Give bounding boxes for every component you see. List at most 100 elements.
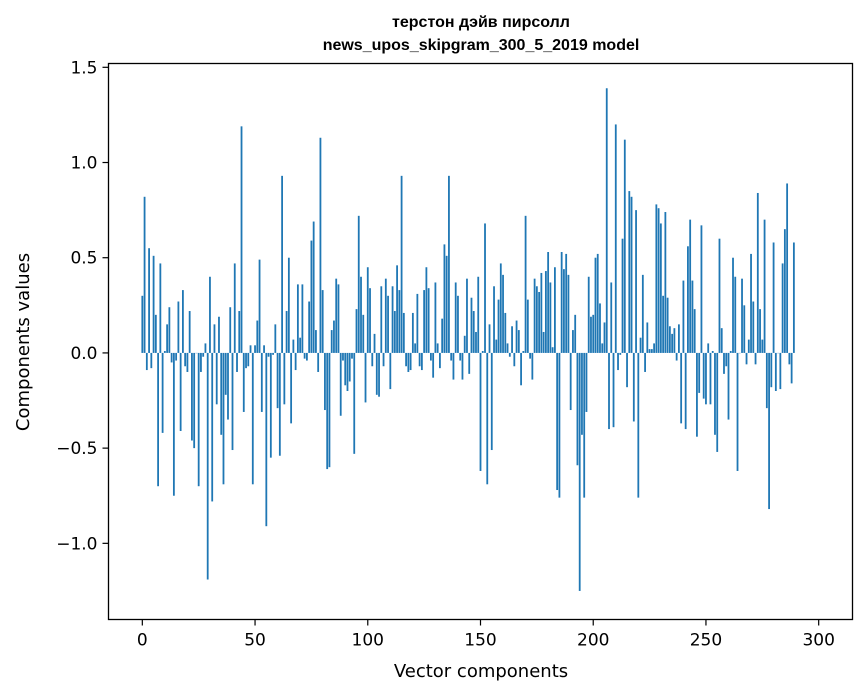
bar <box>310 240 313 353</box>
bar <box>434 282 437 353</box>
bar <box>535 286 538 353</box>
bar <box>538 291 541 353</box>
bar <box>254 345 256 353</box>
bar <box>445 255 448 353</box>
bar <box>556 352 559 491</box>
bar <box>655 204 658 353</box>
bar <box>788 352 791 365</box>
x-tick-label: 300 <box>802 631 834 651</box>
bar <box>398 290 401 353</box>
bar <box>763 219 766 353</box>
bar <box>612 352 615 428</box>
bar <box>197 352 200 487</box>
bar <box>463 335 466 353</box>
bar <box>470 297 473 353</box>
bar <box>587 276 590 353</box>
bar <box>366 267 369 353</box>
bar <box>258 259 261 353</box>
bar <box>402 312 405 353</box>
bar <box>621 238 624 353</box>
bar <box>405 352 407 367</box>
bar <box>499 263 502 353</box>
bar <box>578 352 581 591</box>
bar <box>542 331 545 353</box>
bar <box>641 274 644 353</box>
bar <box>247 352 250 367</box>
bar <box>290 352 293 424</box>
bar <box>188 311 191 353</box>
bar <box>159 263 162 353</box>
bar <box>339 352 342 416</box>
bar <box>554 267 556 353</box>
bar <box>558 352 561 498</box>
bar <box>596 253 599 353</box>
bar <box>389 352 392 390</box>
bar <box>585 352 588 412</box>
bar <box>619 352 622 355</box>
bar <box>466 278 468 353</box>
y-tick-label: 1.0 <box>70 154 97 174</box>
bar <box>215 352 218 405</box>
bar <box>360 276 362 353</box>
bar <box>299 337 302 353</box>
bar <box>157 352 159 487</box>
bar <box>792 242 795 353</box>
bar <box>592 314 595 353</box>
bar <box>330 330 333 353</box>
bar <box>513 352 516 367</box>
bar <box>754 352 757 365</box>
bar <box>678 324 680 353</box>
bar <box>263 345 265 353</box>
x-tick-label: 150 <box>464 631 496 651</box>
bar <box>281 175 283 353</box>
bar <box>745 352 748 365</box>
bar <box>736 352 739 471</box>
bar <box>416 293 419 353</box>
bar <box>206 352 209 580</box>
bar <box>191 352 193 441</box>
bar <box>224 352 227 395</box>
y-tick-label: −0.5 <box>56 439 97 459</box>
bar <box>524 215 527 353</box>
bar <box>319 137 322 353</box>
bar <box>741 278 743 353</box>
bar <box>526 299 529 353</box>
bar <box>145 352 148 371</box>
bar <box>213 324 216 353</box>
bar <box>312 221 315 353</box>
bar <box>549 282 552 353</box>
bar <box>743 305 746 353</box>
bar <box>522 351 525 353</box>
bar <box>520 352 522 386</box>
bar <box>251 352 254 485</box>
bar <box>407 352 410 372</box>
bar <box>233 263 236 353</box>
bar <box>177 301 180 353</box>
x-axis-label: Vector components <box>394 661 568 682</box>
bar <box>650 349 653 353</box>
bar <box>560 252 563 353</box>
y-axis-ticks: −1.0 −0.5 0.0 0.5 1.0 1.5 <box>56 58 109 554</box>
bar <box>321 290 324 353</box>
bar <box>490 352 493 451</box>
bar <box>517 330 520 353</box>
bar <box>666 297 669 353</box>
bar <box>283 352 286 405</box>
bar <box>303 352 306 359</box>
bar <box>752 301 755 353</box>
bar <box>276 352 279 409</box>
bar <box>576 352 579 466</box>
bar <box>635 210 637 353</box>
bar <box>765 352 768 409</box>
bar <box>400 175 403 353</box>
bar <box>637 352 640 498</box>
bar <box>328 352 331 468</box>
bar <box>565 253 568 353</box>
bar <box>700 225 703 353</box>
bar <box>725 352 728 367</box>
bar <box>727 352 730 420</box>
bar <box>218 316 220 353</box>
bar <box>378 352 380 397</box>
bar <box>756 192 759 353</box>
